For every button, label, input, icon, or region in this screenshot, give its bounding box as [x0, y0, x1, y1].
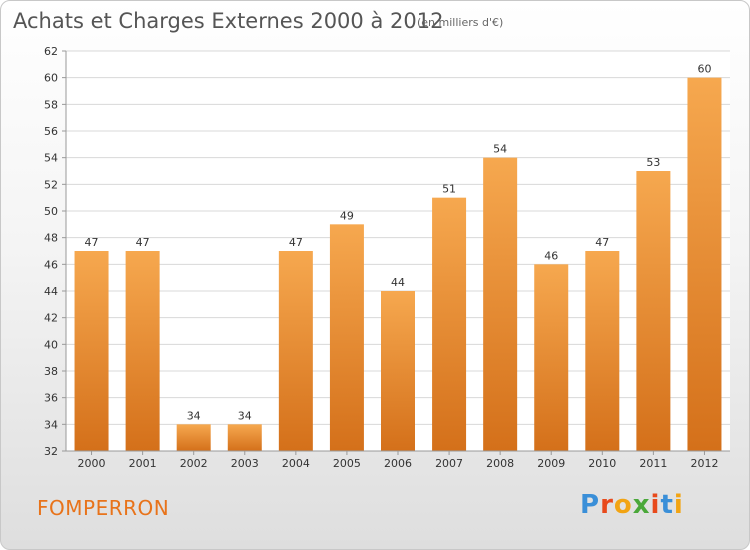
x-tick-label: 2010 — [588, 457, 616, 470]
logo-letter: t — [660, 490, 674, 520]
bar-2000 — [74, 251, 109, 451]
data-label: 54 — [493, 143, 507, 156]
data-label: 51 — [442, 183, 456, 196]
y-tick-label: 44 — [44, 285, 58, 298]
logo-letter: x — [632, 490, 651, 520]
data-label: 34 — [187, 409, 201, 422]
data-label: 60 — [697, 63, 711, 76]
bar-2012 — [687, 77, 722, 452]
y-tick-label: 62 — [44, 45, 58, 58]
x-axis-labels: 2000 2001 2002 2003 2004 2005 2006 2007 2008 2009… — [78, 451, 718, 470]
bar-2009 — [534, 264, 569, 451]
logo-letter: i — [673, 490, 684, 520]
bar-2011 — [636, 171, 671, 451]
x-tick-label: 2006 — [384, 457, 412, 470]
value-labels: 47 47 34 34 47 49 44 51 54 46 47 53 60 — [85, 63, 712, 423]
x-tick-label: 2003 — [231, 457, 259, 470]
y-tick-label: 40 — [44, 338, 58, 351]
y-tick-label: 32 — [44, 445, 58, 458]
bar-2004 — [278, 251, 313, 451]
x-tick-label: 2001 — [129, 457, 157, 470]
data-label: 34 — [238, 409, 252, 422]
y-tick-label: 54 — [44, 152, 58, 165]
data-label: 47 — [595, 236, 609, 249]
bar-2002 — [176, 424, 211, 451]
y-tick-label: 56 — [44, 125, 58, 138]
x-tick-label: 2012 — [690, 457, 718, 470]
bar-2006 — [381, 291, 415, 451]
y-tick-label: 42 — [44, 312, 58, 325]
bar-2003 — [227, 424, 262, 451]
data-label: 44 — [391, 276, 405, 289]
logo-letter: o — [613, 490, 633, 520]
x-tick-label: 2011 — [639, 457, 667, 470]
data-label: 47 — [289, 236, 303, 249]
y-tick-label: 34 — [44, 418, 58, 431]
x-tick-label: 2004 — [282, 457, 310, 470]
data-label: 53 — [646, 156, 660, 169]
y-tick-label: 58 — [44, 98, 58, 111]
data-label: 47 — [136, 236, 150, 249]
x-tick-label: 2000 — [78, 457, 106, 470]
place-name: FOMPERRON — [37, 496, 170, 520]
y-tick-label: 48 — [44, 232, 58, 245]
bar-2010 — [585, 251, 620, 451]
logo-letter: i — [650, 490, 661, 520]
data-label: 47 — [85, 236, 99, 249]
bar-2001 — [125, 251, 160, 451]
bar-2005 — [329, 224, 364, 451]
x-tick-label: 2002 — [180, 457, 208, 470]
x-tick-label: 2009 — [537, 457, 565, 470]
proxiti-logo[interactable]: Proxiti — [580, 490, 684, 520]
x-tick-label: 2005 — [333, 457, 361, 470]
x-tick-label: 2007 — [435, 457, 463, 470]
y-tick-label: 36 — [44, 392, 58, 405]
logo-letter: r — [600, 490, 614, 520]
x-tick-label: 2008 — [486, 457, 514, 470]
data-label: 49 — [340, 209, 354, 222]
y-axis-labels: 32 34 36 38 40 42 44 46 48 50 52 54 56 58 60 62 — [44, 45, 58, 458]
bars — [74, 77, 722, 452]
bar-2008 — [483, 157, 518, 451]
data-label: 46 — [544, 249, 558, 262]
y-tick-label: 52 — [44, 178, 58, 191]
logo-letter: P — [580, 490, 601, 520]
y-tick-label: 50 — [44, 205, 58, 218]
chart-title: Achats et Charges Externes 2000 à 2012 — [13, 9, 444, 33]
y-tick-label: 38 — [44, 365, 58, 378]
y-tick-label: 46 — [44, 258, 58, 271]
bar-2007 — [432, 197, 467, 451]
y-tick-label: 60 — [44, 72, 58, 85]
chart-subtitle: (en milliers d'€) — [417, 16, 504, 29]
